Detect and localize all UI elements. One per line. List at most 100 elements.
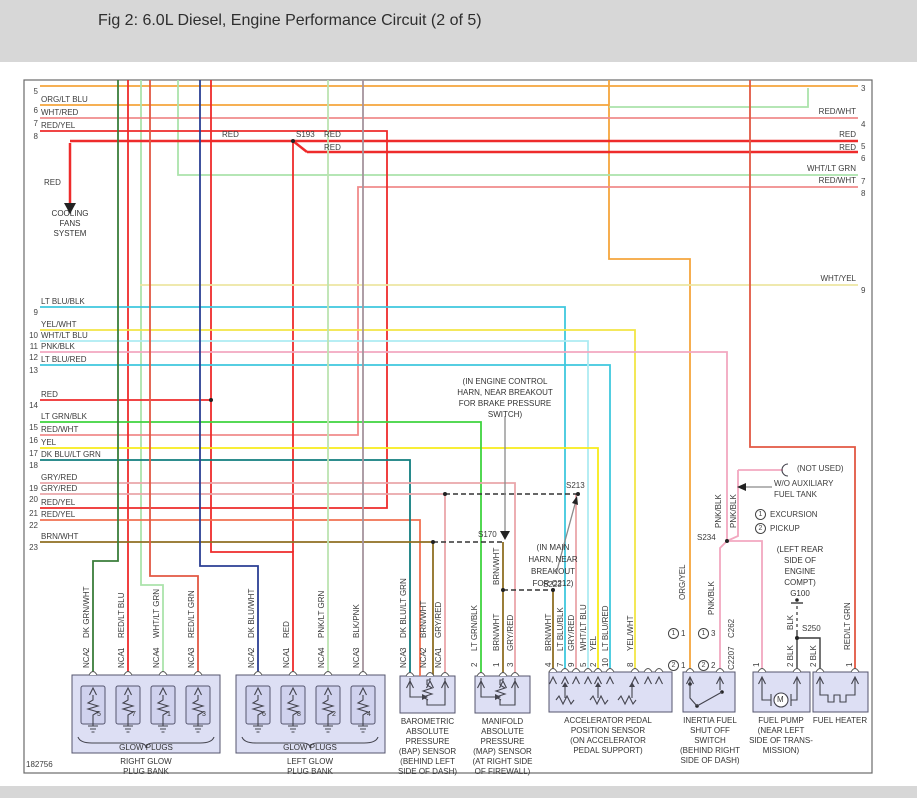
splice-dashed-lines <box>433 493 578 591</box>
left-row-label: GRY/RED <box>41 473 78 482</box>
left-row-num: 16 <box>29 436 38 445</box>
engine-harn-note: HARN, NEAR BREAKOUT <box>457 388 553 397</box>
sheet-id: 182756 <box>26 760 53 769</box>
left-row-num: 10 <box>29 331 38 340</box>
splice-s250: S250 <box>802 624 821 633</box>
left-row-label: RED/WHT <box>41 425 79 434</box>
pin-wire-color: DK GRN/WHT <box>82 586 91 638</box>
wire-red-yellow <box>40 519 421 676</box>
glow-left-caption: LEFT GLOW <box>286 757 334 766</box>
splice-s234: S234 <box>697 533 716 542</box>
wire-brown <box>40 541 554 675</box>
glow-right-caption: PLUG BANK <box>123 767 169 776</box>
arrowheads <box>64 203 746 540</box>
pump-caption: FUEL PUMP <box>758 716 804 725</box>
heater-pin1: 1 <box>845 662 854 667</box>
pin-wire-color: BLK/PNK <box>352 604 361 638</box>
ground-loc: ENGINE <box>784 567 816 576</box>
left-row-num: 23 <box>29 543 38 552</box>
pin-nca: NCA <box>419 651 428 668</box>
left-row-label: DK BLU/LT GRN <box>41 450 101 459</box>
pin-wire-color: LT BLU/RED <box>601 605 610 652</box>
plug-number: 2 <box>332 711 336 718</box>
map-caption: ABSOLUTE <box>481 727 524 736</box>
diagram-border <box>23 79 873 774</box>
left-row-label: PNK/BLK <box>41 342 75 351</box>
pin-bumps <box>88 668 860 677</box>
pin-nca: NCA <box>187 651 196 668</box>
left-row-label: LT GRN/BLK <box>41 412 87 421</box>
wire-yellow-white <box>40 329 636 671</box>
page-title: Fig 2: 6.0L Diesel, Engine Performance C… <box>98 12 482 29</box>
cooling-line: FANS <box>59 219 81 228</box>
splice-s170: S170 <box>478 530 497 539</box>
pin-number: 1 <box>492 662 501 667</box>
wo-aux-line: W/O AUXILIARY <box>774 479 834 488</box>
engine-harn-note: FOR BRAKE PRESSURE <box>458 399 552 408</box>
plug-number: 7 <box>132 711 136 718</box>
cooling-line: SYSTEM <box>53 229 87 238</box>
left-row-num: 14 <box>29 401 38 410</box>
inertia-v2-right-pin: 2 <box>711 661 716 670</box>
inertia-caption: INERTIA FUEL <box>683 716 737 725</box>
main-harn-note: (IN MAIN <box>536 543 570 552</box>
wire-red <box>40 80 388 674</box>
bap-caption: SIDE OF DASH) <box>397 767 458 776</box>
ground-loc: SIDE OF <box>783 556 816 565</box>
pin-nca: NCA <box>152 651 161 668</box>
header-band <box>0 0 917 62</box>
variant2-label: PICKUP <box>770 524 800 533</box>
glow-group-label: GLOW PLUGS <box>119 743 173 752</box>
red-branch: RED <box>324 143 341 152</box>
app-caption: (ON ACCELERATOR <box>570 736 646 745</box>
pump-pin2: 2 BLK <box>786 645 795 667</box>
wire-red-white <box>40 117 858 436</box>
left-row-label: LT BLU/BLK <box>41 297 85 306</box>
red-after-s193: RED <box>324 130 341 139</box>
left-row-label: RED/YEL <box>41 510 76 519</box>
orgyel-wire-tag: ORG/YEL <box>678 564 687 600</box>
wire-cyan <box>40 306 611 671</box>
right-row-num: 5 <box>861 142 866 151</box>
map-caption: PRESSURE <box>480 737 525 746</box>
wire-red-lt-green <box>149 80 856 674</box>
pin-wire-color: GRY/RED <box>434 601 443 638</box>
left-row-label: WHT/RED <box>41 108 79 117</box>
inertia-caption: SHUT OFF <box>690 726 730 735</box>
left-row-label: BRN/WHT <box>41 532 79 541</box>
bap-caption: PRESSURE <box>405 737 450 746</box>
wire-teal <box>40 459 411 675</box>
pin-nca: NCA <box>82 651 91 668</box>
left-row-num: 20 <box>29 495 38 504</box>
right-row-num: 7 <box>861 177 866 186</box>
splice-s223: S223 <box>543 580 562 589</box>
pin-number: 7 <box>556 662 565 667</box>
right-row-num: 4 <box>861 120 866 129</box>
wire-dark-green <box>92 80 119 674</box>
pin-number: 5 <box>579 662 588 667</box>
map-caption: (AT RIGHT SIDE <box>472 757 533 766</box>
pin-wire-color: DK BLU/LT GRN <box>399 578 408 638</box>
inertia-v1-circle: 1 <box>698 628 709 639</box>
heater-pin2: 2 BLK <box>809 645 818 667</box>
ground-loc: COMPT) <box>784 578 816 587</box>
plug-number: 8 <box>297 711 301 718</box>
right-row-num: 3 <box>861 84 866 93</box>
junction-dots <box>209 139 799 708</box>
right-row-label: RED <box>839 130 856 139</box>
left-row-num: 11 <box>29 342 38 351</box>
pin-wire-color: BRN/WHT <box>492 613 501 651</box>
pin-wire-color: WHT/LT BLU <box>579 604 588 651</box>
plug-number: 1 <box>167 711 171 718</box>
left-row-num: 13 <box>29 366 38 375</box>
left-row-num: 15 <box>29 423 38 432</box>
inertia-v2-circle: 2 <box>668 660 679 671</box>
pin-nca: NCA <box>434 651 443 668</box>
pin-nca: NCA <box>117 651 126 668</box>
app-caption: ACCELERATOR PEDAL <box>564 716 652 725</box>
pin-wire-color: LT BLU/BLK <box>556 607 565 651</box>
pin-wire-color: DK BLU/WHT <box>247 588 256 638</box>
inertia-conn-c262: C262 <box>727 618 736 638</box>
